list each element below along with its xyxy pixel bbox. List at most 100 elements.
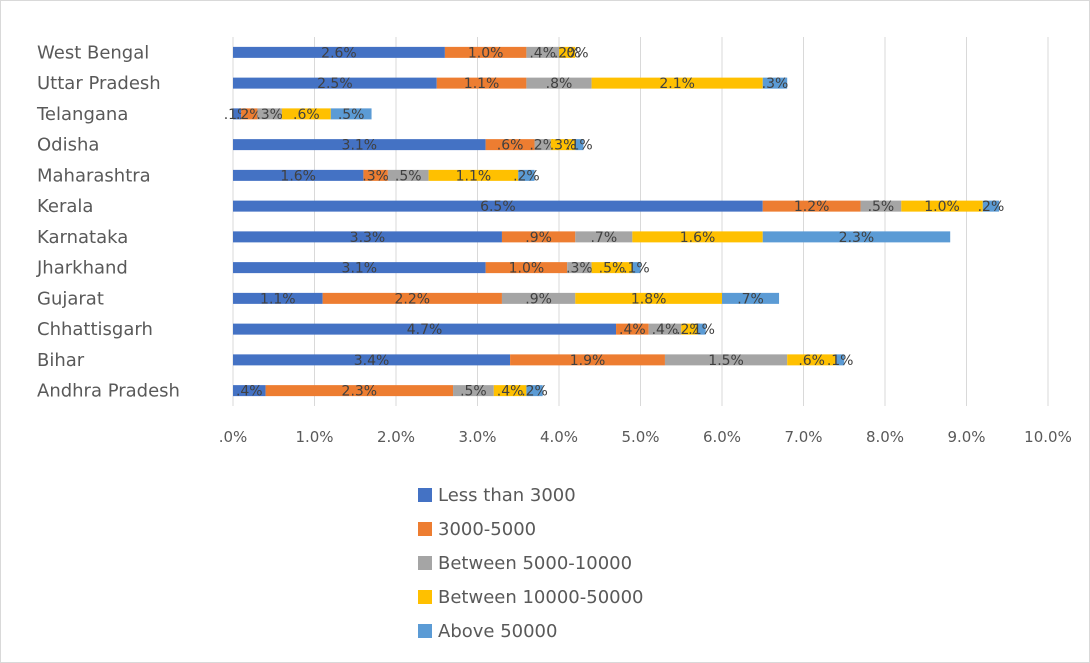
data-label: 1.0% [509,261,545,277]
data-label: .3% [256,107,283,123]
data-label: 2.3% [342,384,378,400]
data-label: 1.8% [631,291,667,307]
bar-segment [233,323,617,335]
bar-segment [559,46,576,58]
bar-segment [233,77,437,89]
data-label: 4.7% [407,322,443,338]
x-tick-label: 3.0% [458,428,496,446]
legend-swatch [418,522,432,536]
bar-segment [681,323,698,335]
bar-segment [762,77,788,89]
category-label: Karnataka [37,227,128,248]
data-label: .4% [497,384,524,400]
bar-segment [233,46,445,58]
data-label: .0% [562,45,589,61]
data-label: .2% [529,138,556,154]
legend-item-label: Between 10000-50000 [438,587,644,608]
bar-segment [322,292,502,304]
bar-segment [575,139,584,151]
data-label: .3% [762,76,789,92]
data-label: .5% [868,199,895,215]
data-label: 3.1% [342,138,378,154]
bar-segment [860,200,902,212]
bar-segment [518,169,535,181]
data-label: .2% [521,384,548,400]
data-label: .3% [566,261,593,277]
data-label: .5% [599,261,626,277]
x-tick-label: 6.0% [703,428,741,446]
bar-segment [501,231,576,243]
bar-segment [722,292,780,304]
bar-segment [265,385,454,397]
data-label: 2.3% [839,230,875,246]
data-label: .8% [546,76,573,92]
data-label: .3% [362,168,389,184]
data-label: 2.6% [321,45,357,61]
legend-swatch [418,488,432,502]
data-label: .9% [525,291,552,307]
x-tick-label: 8.0% [866,428,904,446]
data-label: 1.2% [794,199,830,215]
bar-segment [233,354,511,366]
bar-segment [575,231,633,243]
legend-swatch [418,556,432,570]
data-label: 1.6% [680,230,716,246]
data-label: .4% [529,45,556,61]
bar-segment [591,262,633,274]
category-label: Bihar [37,350,85,371]
category-label: Gujarat [37,288,104,309]
data-label: 2.2% [395,291,431,307]
legend-item-label: Above 50000 [438,621,557,642]
data-label: .4% [619,322,646,338]
bar-segment [787,354,837,366]
bar-segment [233,292,323,304]
data-label: .2% [554,45,581,61]
data-label: .5% [338,107,365,123]
category-label: Odisha [37,135,99,156]
data-label: .6% [798,353,825,369]
data-label: 2.5% [317,76,353,92]
data-label: 1.0% [468,45,504,61]
bar-segment [836,354,845,366]
bar-segment [575,292,722,304]
data-label: .6% [293,107,320,123]
bar-segment [648,323,682,335]
data-label: .2% [236,107,263,123]
data-label: 1.1% [464,76,500,92]
bar-segment [901,200,983,212]
bar-segment [697,323,706,335]
bar-segment [762,231,951,243]
bar-segment [444,46,527,58]
data-label: 1.5% [708,353,744,369]
bar-segment [233,262,486,274]
bar-segment [501,292,576,304]
category-label: West Bengal [37,42,149,63]
data-label: .1% [688,322,715,338]
category-label: Chhattisgarh [37,319,153,340]
bar-segment [526,385,543,397]
legend-item-label: Between 5000-10000 [438,553,632,574]
bar-segment [485,262,568,274]
bar-segment [233,231,502,243]
bar-segment [762,200,861,212]
data-label: 1.6% [280,168,316,184]
x-tick-label: 10.0% [1024,428,1072,446]
bar-segment [982,200,1000,212]
data-label: .7% [590,230,617,246]
legend-item-label: Less than 3000 [438,485,576,506]
bar-segment [550,139,576,151]
bar-segment [363,169,388,181]
category-label: Uttar Pradesh [37,73,161,94]
data-label: 1.1% [456,168,492,184]
data-label: .1% [566,138,593,154]
bar-segment [534,139,551,151]
data-label: .4% [652,322,679,338]
data-label: 3.1% [342,261,378,277]
data-label: 2.1% [659,76,695,92]
bar-segment [485,139,535,151]
data-label: .6% [497,138,524,154]
data-label: .1% [827,353,854,369]
x-tick-label: 9.0% [947,428,985,446]
bar-segment [453,385,494,397]
